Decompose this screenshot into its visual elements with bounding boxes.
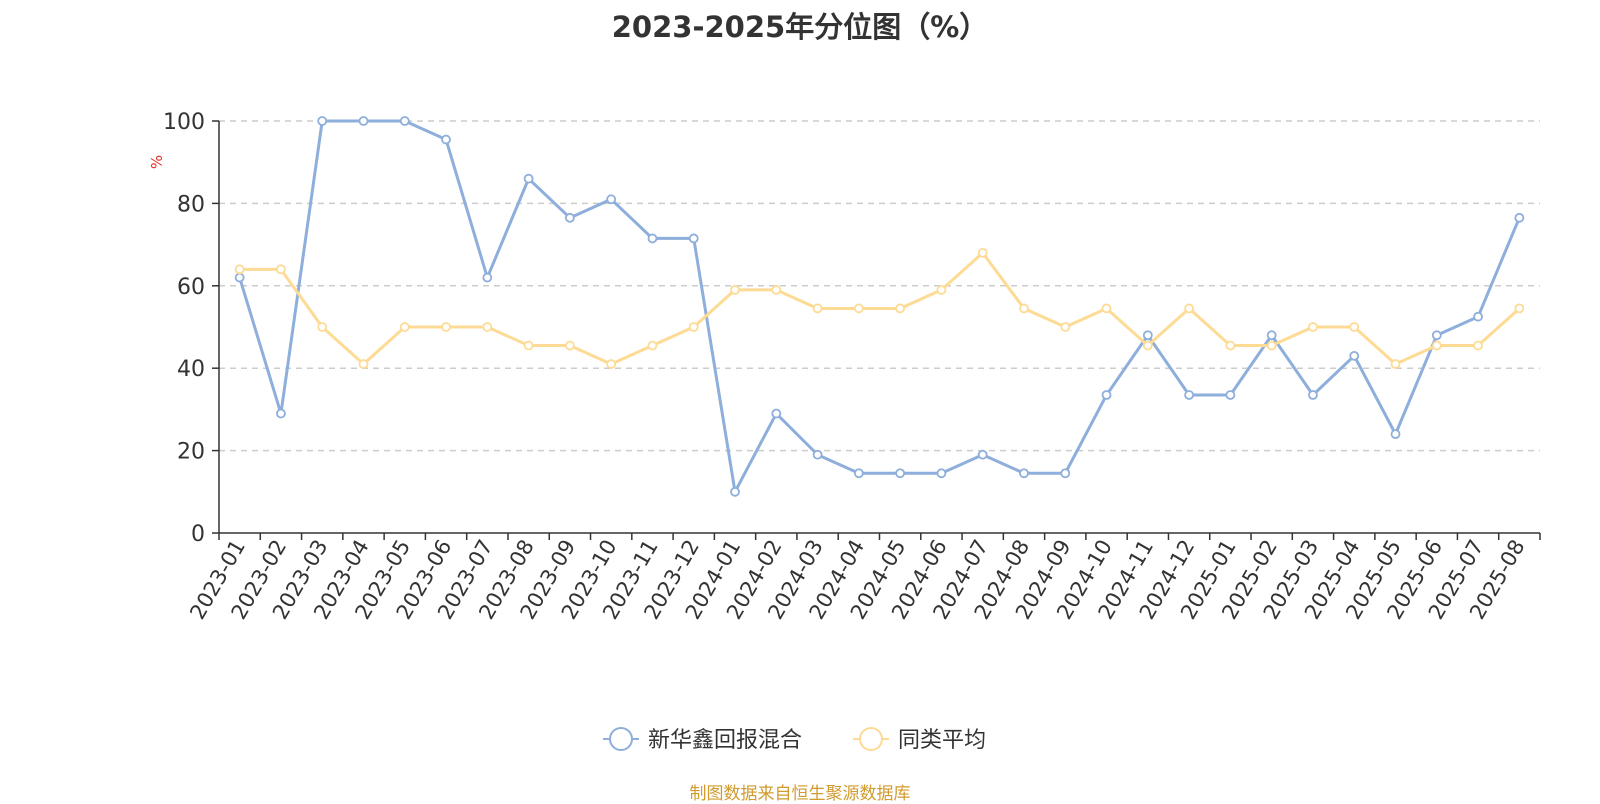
data-point [1390, 429, 1401, 440]
data-point [1390, 359, 1401, 369]
data-point [1101, 303, 1112, 314]
data-point [276, 264, 286, 275]
data-point [730, 486, 740, 497]
data-point [688, 233, 699, 244]
data-point [1060, 322, 1071, 332]
data-point [647, 233, 658, 244]
y-tick-label: 60 [177, 275, 205, 300]
data-point [482, 272, 493, 283]
y-tick-label: 100 [163, 110, 205, 135]
data-point [523, 340, 534, 351]
data-point [647, 340, 658, 351]
y-tick-label: 80 [177, 192, 205, 217]
data-point [564, 212, 575, 223]
data-point [1101, 390, 1112, 400]
data-point [1473, 311, 1483, 322]
data-point [1019, 468, 1029, 479]
axes: 020406080100%2023-012023-022023-032023-0… [148, 110, 1541, 623]
data-point [730, 285, 740, 295]
data-point [1019, 303, 1029, 314]
y-axis-label: % [148, 155, 166, 169]
data-point [1184, 303, 1195, 314]
data-point [1308, 322, 1318, 332]
chart-title: 2023-2025年分位图（%） [611, 10, 989, 44]
data-point [1225, 340, 1236, 351]
legend-label-2: 同类平均 [898, 728, 986, 753]
data-point [853, 468, 864, 479]
data-point [1266, 340, 1277, 351]
data-point [606, 359, 617, 369]
series-lines [234, 116, 1525, 497]
data-point [812, 303, 823, 314]
data-point [936, 468, 947, 479]
data-point [853, 303, 864, 314]
data-point [1349, 350, 1360, 361]
data-point [812, 449, 823, 460]
data-point [441, 322, 451, 332]
data-point [234, 264, 245, 275]
data-point [936, 285, 947, 295]
data-point [1473, 340, 1483, 351]
legend-marker-2 [859, 727, 883, 751]
data-point [276, 408, 286, 419]
data-point [977, 247, 988, 258]
data-point [399, 116, 410, 126]
data-point [234, 272, 245, 283]
data-point [399, 322, 410, 332]
data-point [482, 322, 493, 332]
data-point [771, 285, 782, 295]
data-point [1142, 330, 1153, 341]
series-line-1 [238, 119, 1521, 494]
data-point [1431, 340, 1442, 351]
data-point [688, 322, 699, 332]
data-point [1060, 468, 1071, 479]
grid-lines [219, 120, 1540, 452]
data-point [358, 359, 369, 369]
data-point [1308, 390, 1318, 400]
data-point [564, 340, 575, 351]
data-point [1266, 330, 1277, 341]
data-point [1349, 322, 1360, 332]
data-point [1431, 330, 1442, 341]
data-point [317, 322, 328, 332]
y-tick-label: 0 [191, 522, 205, 547]
data-point [1514, 303, 1525, 314]
legend: 新华鑫回报混合 同类平均 [603, 727, 986, 753]
data-point [895, 468, 906, 479]
series-line-2 [239, 251, 1521, 366]
data-point [1142, 340, 1153, 351]
data-point [606, 194, 617, 205]
legend-marker-1 [609, 727, 633, 751]
data-point [441, 134, 451, 145]
y-tick-label: 20 [177, 440, 205, 465]
data-point [895, 303, 906, 314]
data-point [1514, 212, 1525, 223]
data-point [771, 408, 782, 419]
data-point [358, 116, 369, 126]
data-point [317, 116, 328, 126]
data-point [977, 449, 988, 460]
legend-label-1: 新华鑫回报混合 [648, 728, 802, 753]
source-note: 制图数据来自恒生聚源数据库 [689, 784, 911, 804]
data-point [1225, 390, 1236, 400]
data-point [523, 173, 534, 184]
data-point [1184, 390, 1195, 400]
y-tick-label: 40 [177, 357, 205, 382]
